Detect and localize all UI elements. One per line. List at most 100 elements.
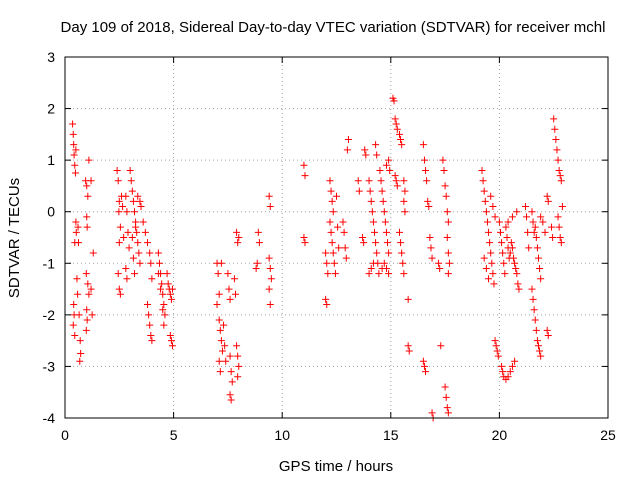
- data-point: [385, 156, 393, 164]
- data-point: [443, 234, 451, 241]
- data-point: [365, 270, 373, 278]
- data-point: [341, 244, 349, 252]
- data-point: [163, 270, 171, 278]
- data-point: [391, 115, 399, 123]
- data-point: [77, 350, 85, 358]
- data-point: [513, 270, 521, 278]
- data-point: [71, 331, 79, 339]
- data-point: [145, 311, 153, 319]
- data-point: [83, 306, 91, 314]
- data-point: [397, 136, 405, 144]
- data-point: [549, 234, 557, 241]
- data-point: [323, 301, 331, 309]
- data-point: [400, 177, 408, 185]
- data-point: [384, 239, 392, 247]
- data-point: [419, 141, 427, 149]
- x-tick-label: 15: [383, 427, 399, 443]
- data-point: [69, 321, 77, 329]
- data-point: [496, 228, 504, 236]
- data-point: [398, 141, 406, 149]
- data-point: [157, 285, 165, 293]
- data-point: [405, 347, 413, 355]
- data-point: [398, 249, 406, 257]
- data-point: [511, 357, 519, 365]
- data-point: [147, 259, 155, 267]
- plot-frame: [64, 56, 609, 419]
- data-point: [444, 249, 452, 257]
- data-point: [265, 254, 273, 262]
- data-point: [435, 259, 443, 267]
- data-point: [536, 264, 544, 272]
- data-point: [339, 218, 347, 226]
- data-point: [478, 166, 486, 174]
- data-point: [74, 223, 82, 231]
- data-point: [393, 182, 401, 190]
- data-point: [167, 295, 175, 303]
- data-point: [131, 208, 139, 216]
- data-point: [215, 316, 223, 324]
- data-point: [427, 244, 435, 252]
- y-tick-label: -4: [43, 410, 56, 426]
- data-point: [376, 166, 384, 174]
- data-point: [115, 208, 123, 216]
- data-point: [233, 342, 241, 350]
- data-point: [234, 352, 242, 360]
- data-point: [365, 177, 373, 185]
- data-point: [528, 285, 536, 293]
- data-point: [83, 213, 91, 221]
- data-point: [252, 264, 260, 272]
- data-point: [328, 197, 336, 205]
- data-point: [440, 166, 448, 174]
- data-point: [228, 378, 236, 386]
- data-point: [214, 270, 222, 278]
- data-point: [381, 218, 389, 226]
- data-point: [499, 249, 507, 257]
- data-point: [504, 218, 512, 226]
- axis-ticks: 0 5 10 15 20 25 -4 -3 -2 -1 0 1 2 3: [43, 49, 616, 443]
- data-point: [115, 285, 123, 293]
- data-point: [226, 295, 234, 303]
- data-point: [530, 228, 538, 236]
- data-point: [492, 342, 500, 350]
- data-point: [360, 239, 368, 247]
- data-point: [119, 203, 127, 211]
- data-point: [442, 192, 450, 200]
- data-point: [369, 218, 377, 226]
- data-point: [488, 259, 496, 267]
- data-point: [253, 259, 261, 267]
- x-tick-label: 10: [274, 427, 290, 443]
- data-point: [392, 177, 400, 185]
- data-point: [84, 192, 92, 200]
- data-point: [340, 228, 348, 236]
- data-point: [83, 182, 91, 190]
- data-point: [493, 347, 501, 355]
- data-point: [491, 213, 499, 221]
- data-point: [329, 208, 337, 216]
- data-point: [148, 337, 156, 345]
- data-point: [70, 141, 78, 149]
- data-point: [428, 254, 436, 262]
- data-point: [217, 337, 225, 345]
- data-point: [373, 151, 381, 159]
- data-point: [343, 146, 351, 154]
- data-point: [160, 321, 168, 329]
- data-point: [324, 270, 332, 278]
- data-point: [221, 342, 229, 350]
- data-point: [385, 249, 393, 257]
- data-point: [166, 331, 174, 339]
- data-point: [126, 166, 134, 174]
- data-point: [323, 259, 331, 267]
- data-point: [367, 197, 375, 205]
- data-point: [135, 249, 143, 257]
- data-point: [326, 177, 334, 185]
- data-point: [548, 223, 556, 231]
- data-point: [83, 316, 91, 324]
- data-point: [69, 120, 77, 128]
- data-point: [486, 239, 494, 247]
- data-point: [512, 264, 520, 272]
- data-point: [169, 342, 177, 350]
- data-point: [537, 352, 545, 360]
- data-point: [533, 337, 541, 345]
- data-point: [72, 146, 80, 154]
- y-axis-label: SDTVAR / TECUs: [6, 178, 23, 298]
